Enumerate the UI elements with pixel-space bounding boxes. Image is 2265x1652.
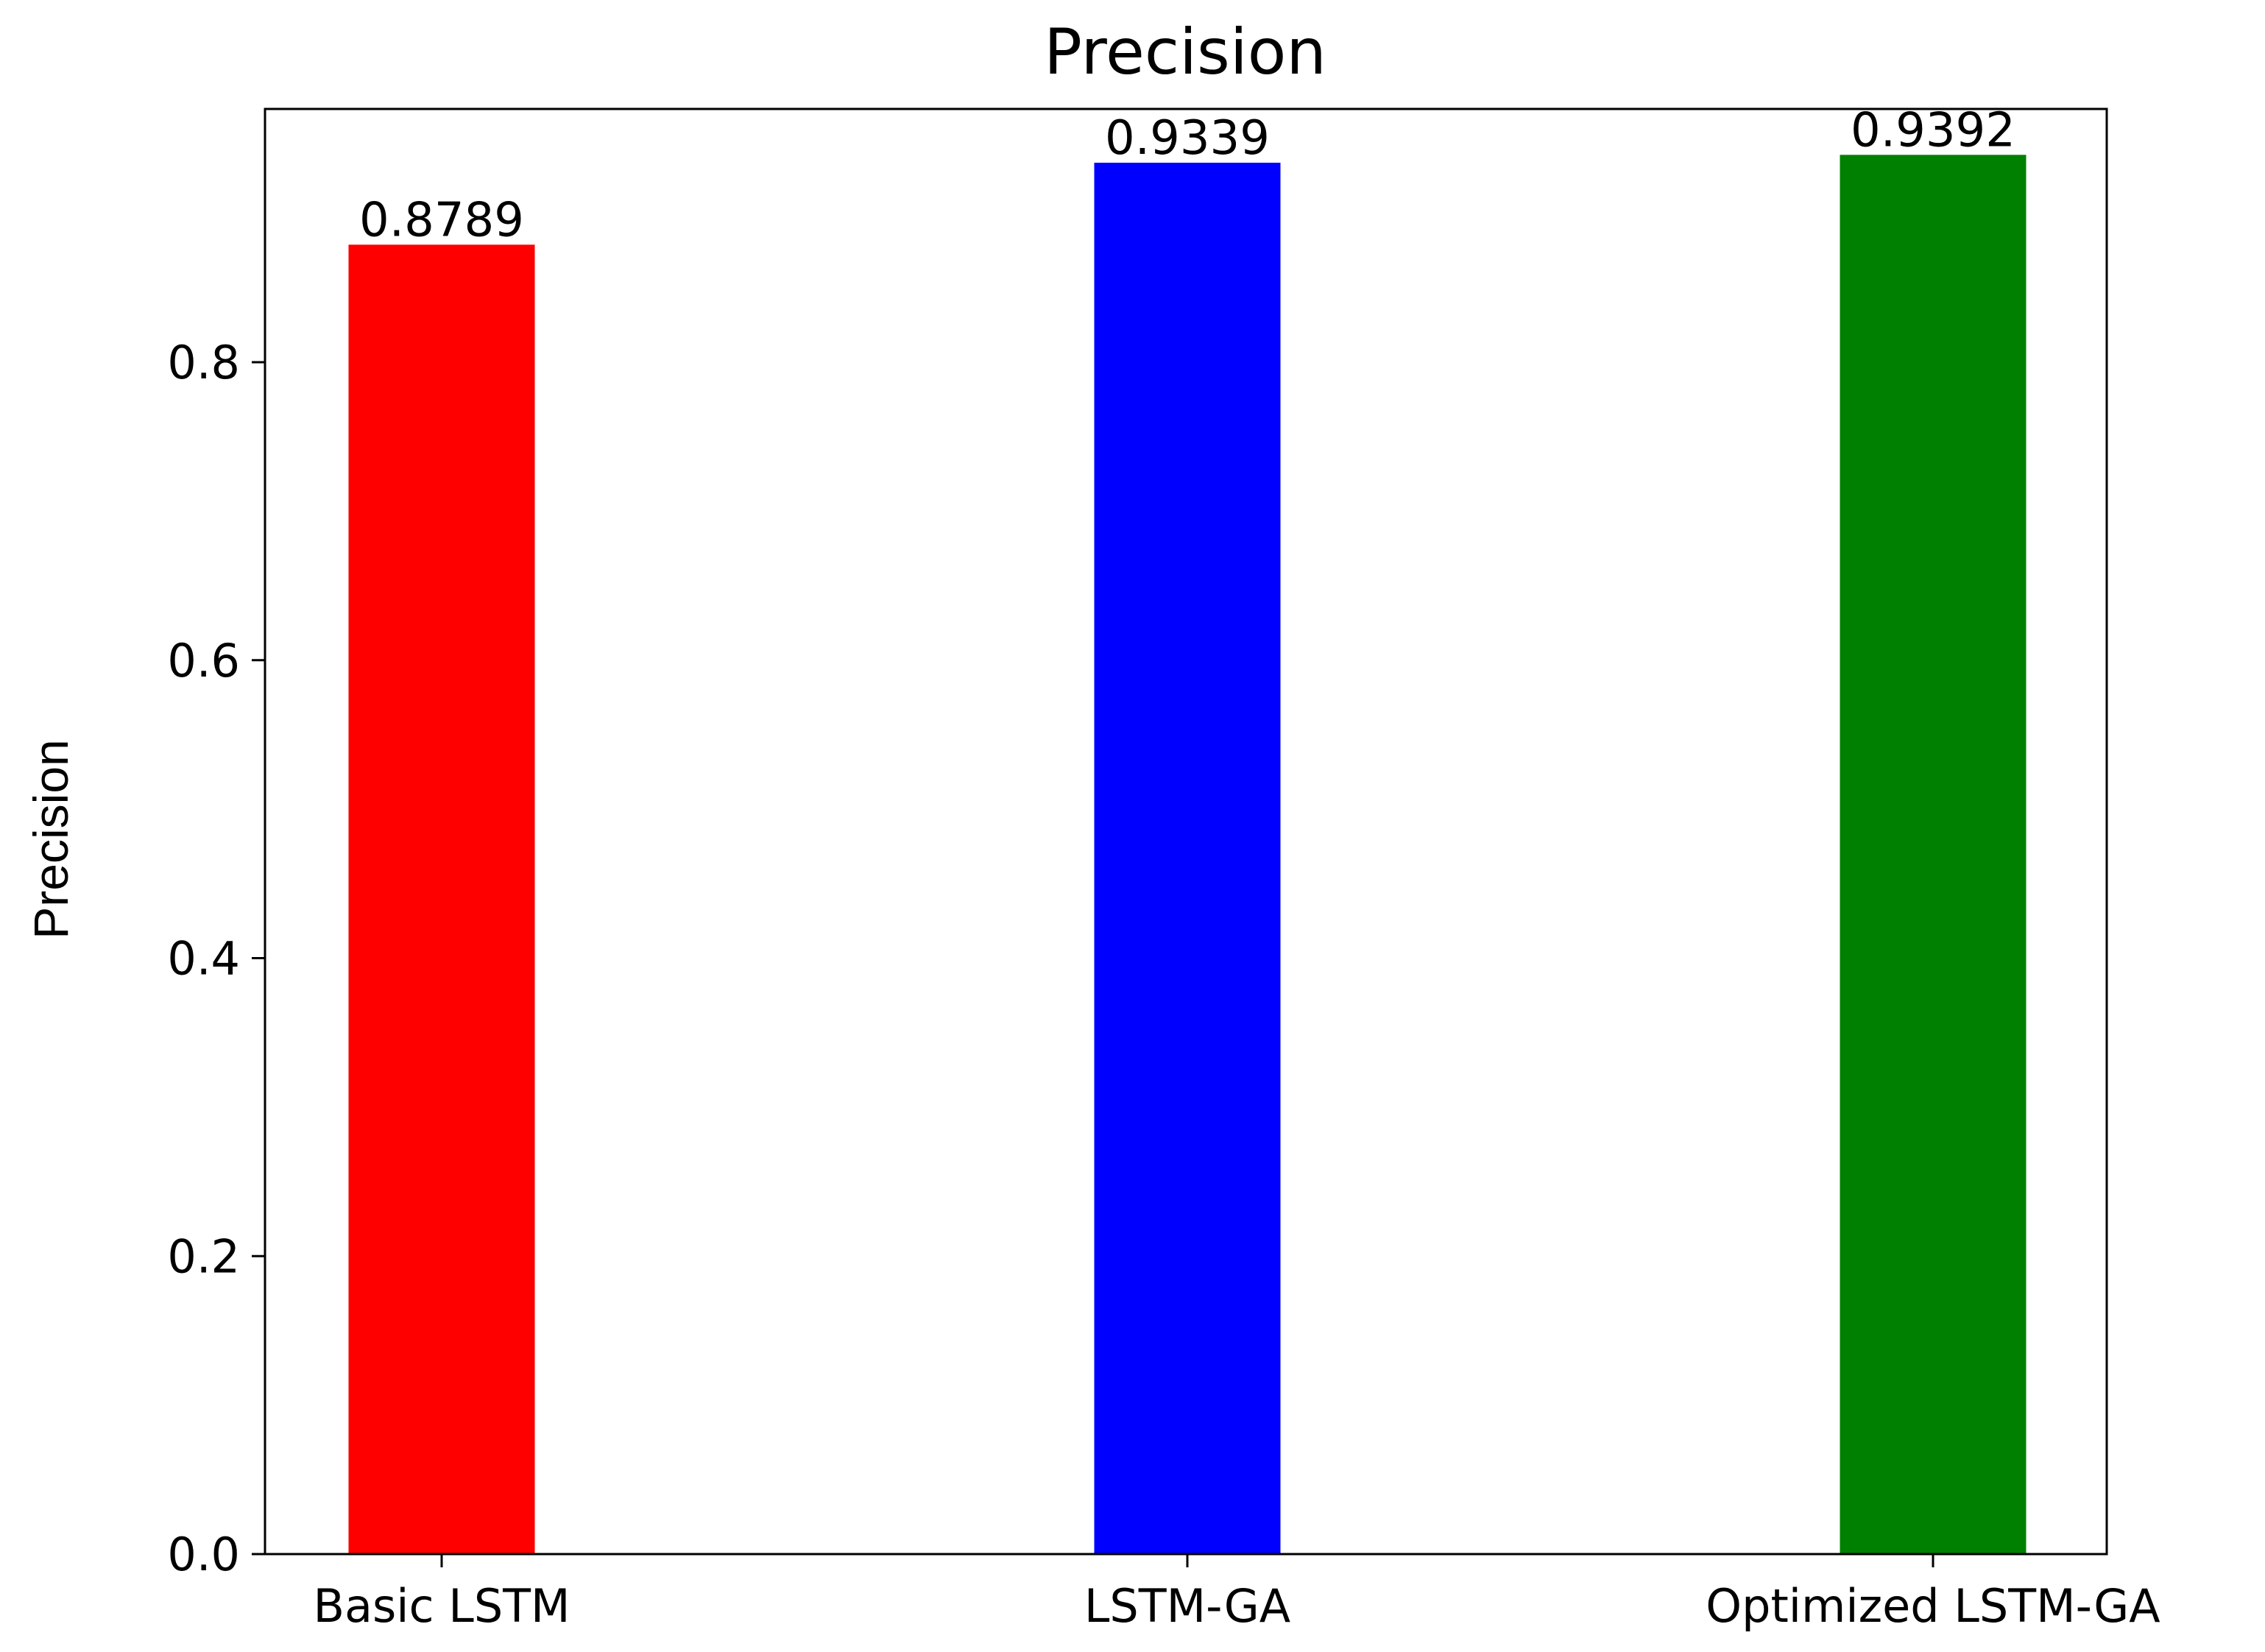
bar-optimized-lstm-ga <box>1840 155 2027 1554</box>
y-tick-label: 0.8 <box>167 336 240 389</box>
y-tick-label: 0.0 <box>167 1528 240 1581</box>
x-axis-ticks: Basic LSTM LSTM-GA Optimized LSTM-GA <box>313 1554 2160 1633</box>
data-label: 0.9392 <box>1851 103 2015 158</box>
plot-area-frame <box>264 107 2108 1556</box>
x-tick-label: LSTM-GA <box>1084 1579 1290 1633</box>
x-tick-label: Optimized LSTM-GA <box>1706 1579 2160 1633</box>
y-axis-ticks: 0.0 0.2 0.4 0.6 0.8 <box>167 336 265 1581</box>
y-tick-label: 0.6 <box>167 634 240 688</box>
chart-title: Precision <box>1044 15 1326 89</box>
y-tick-label: 0.2 <box>167 1229 240 1283</box>
x-tick-label: Basic LSTM <box>313 1579 570 1633</box>
data-label: 0.9339 <box>1105 111 1270 166</box>
data-label: 0.8789 <box>359 193 524 247</box>
bars-group: 0.8789 0.9339 0.9392 <box>348 103 2027 1554</box>
y-axis-label: Precision <box>24 739 78 939</box>
y-tick-label: 0.4 <box>167 932 240 986</box>
bar-lstm-ga <box>1094 163 1281 1554</box>
bar-basic-lstm <box>348 244 535 1554</box>
